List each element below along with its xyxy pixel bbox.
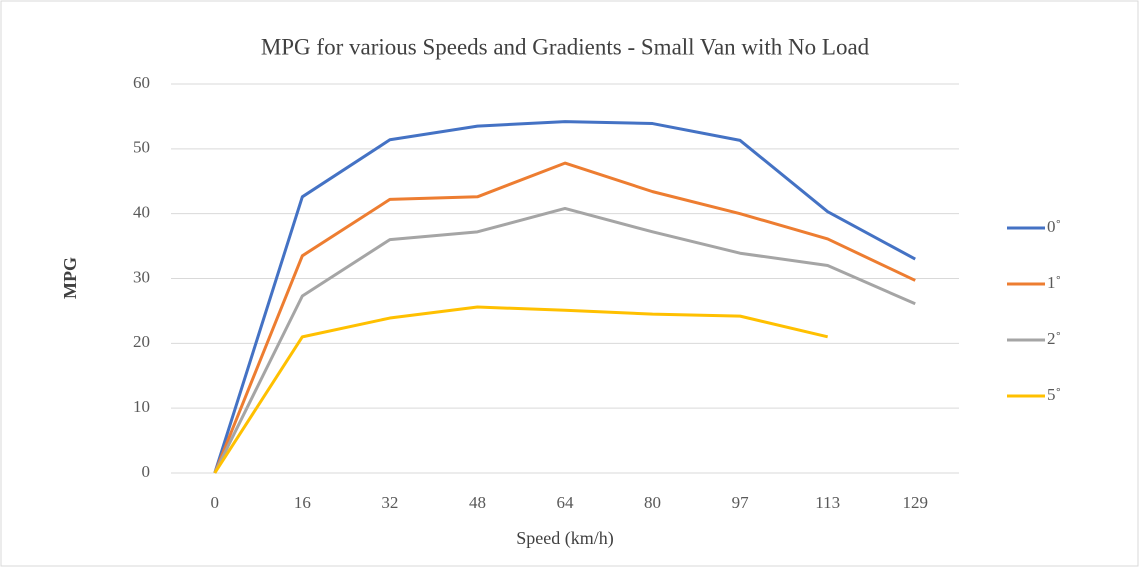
y-tick-label: 40 [133, 203, 150, 222]
y-axis-title: MPG [60, 257, 80, 299]
x-tick-label: 48 [469, 493, 486, 512]
legend-label: 5˚ [1047, 385, 1061, 404]
chart-title: MPG for various Speeds and Gradients - S… [261, 34, 870, 59]
x-tick-label: 97 [732, 493, 750, 512]
x-tick-label: 80 [644, 493, 661, 512]
legend-label: 0˚ [1047, 217, 1061, 236]
y-tick-label: 50 [133, 138, 150, 157]
x-tick-label: 0 [211, 493, 220, 512]
series-line [213, 120, 916, 474]
y-tick-label: 0 [142, 462, 151, 481]
x-tick-label: 64 [557, 493, 575, 512]
series-line [213, 305, 829, 474]
x-axis-title: Speed (km/h) [516, 528, 613, 549]
series-line [213, 161, 916, 474]
y-tick-label: 60 [133, 73, 150, 92]
x-tick-label: 32 [381, 493, 398, 512]
y-tick-label: 10 [133, 397, 150, 416]
series-line [213, 206, 916, 474]
y-tick-label: 20 [133, 332, 150, 351]
legend-label: 2˚ [1047, 329, 1061, 348]
x-tick-label: 129 [902, 493, 928, 512]
x-tick-label: 113 [815, 493, 840, 512]
legend-label: 1˚ [1047, 273, 1061, 292]
y-tick-label: 30 [133, 267, 150, 286]
x-tick-label: 16 [294, 493, 311, 512]
